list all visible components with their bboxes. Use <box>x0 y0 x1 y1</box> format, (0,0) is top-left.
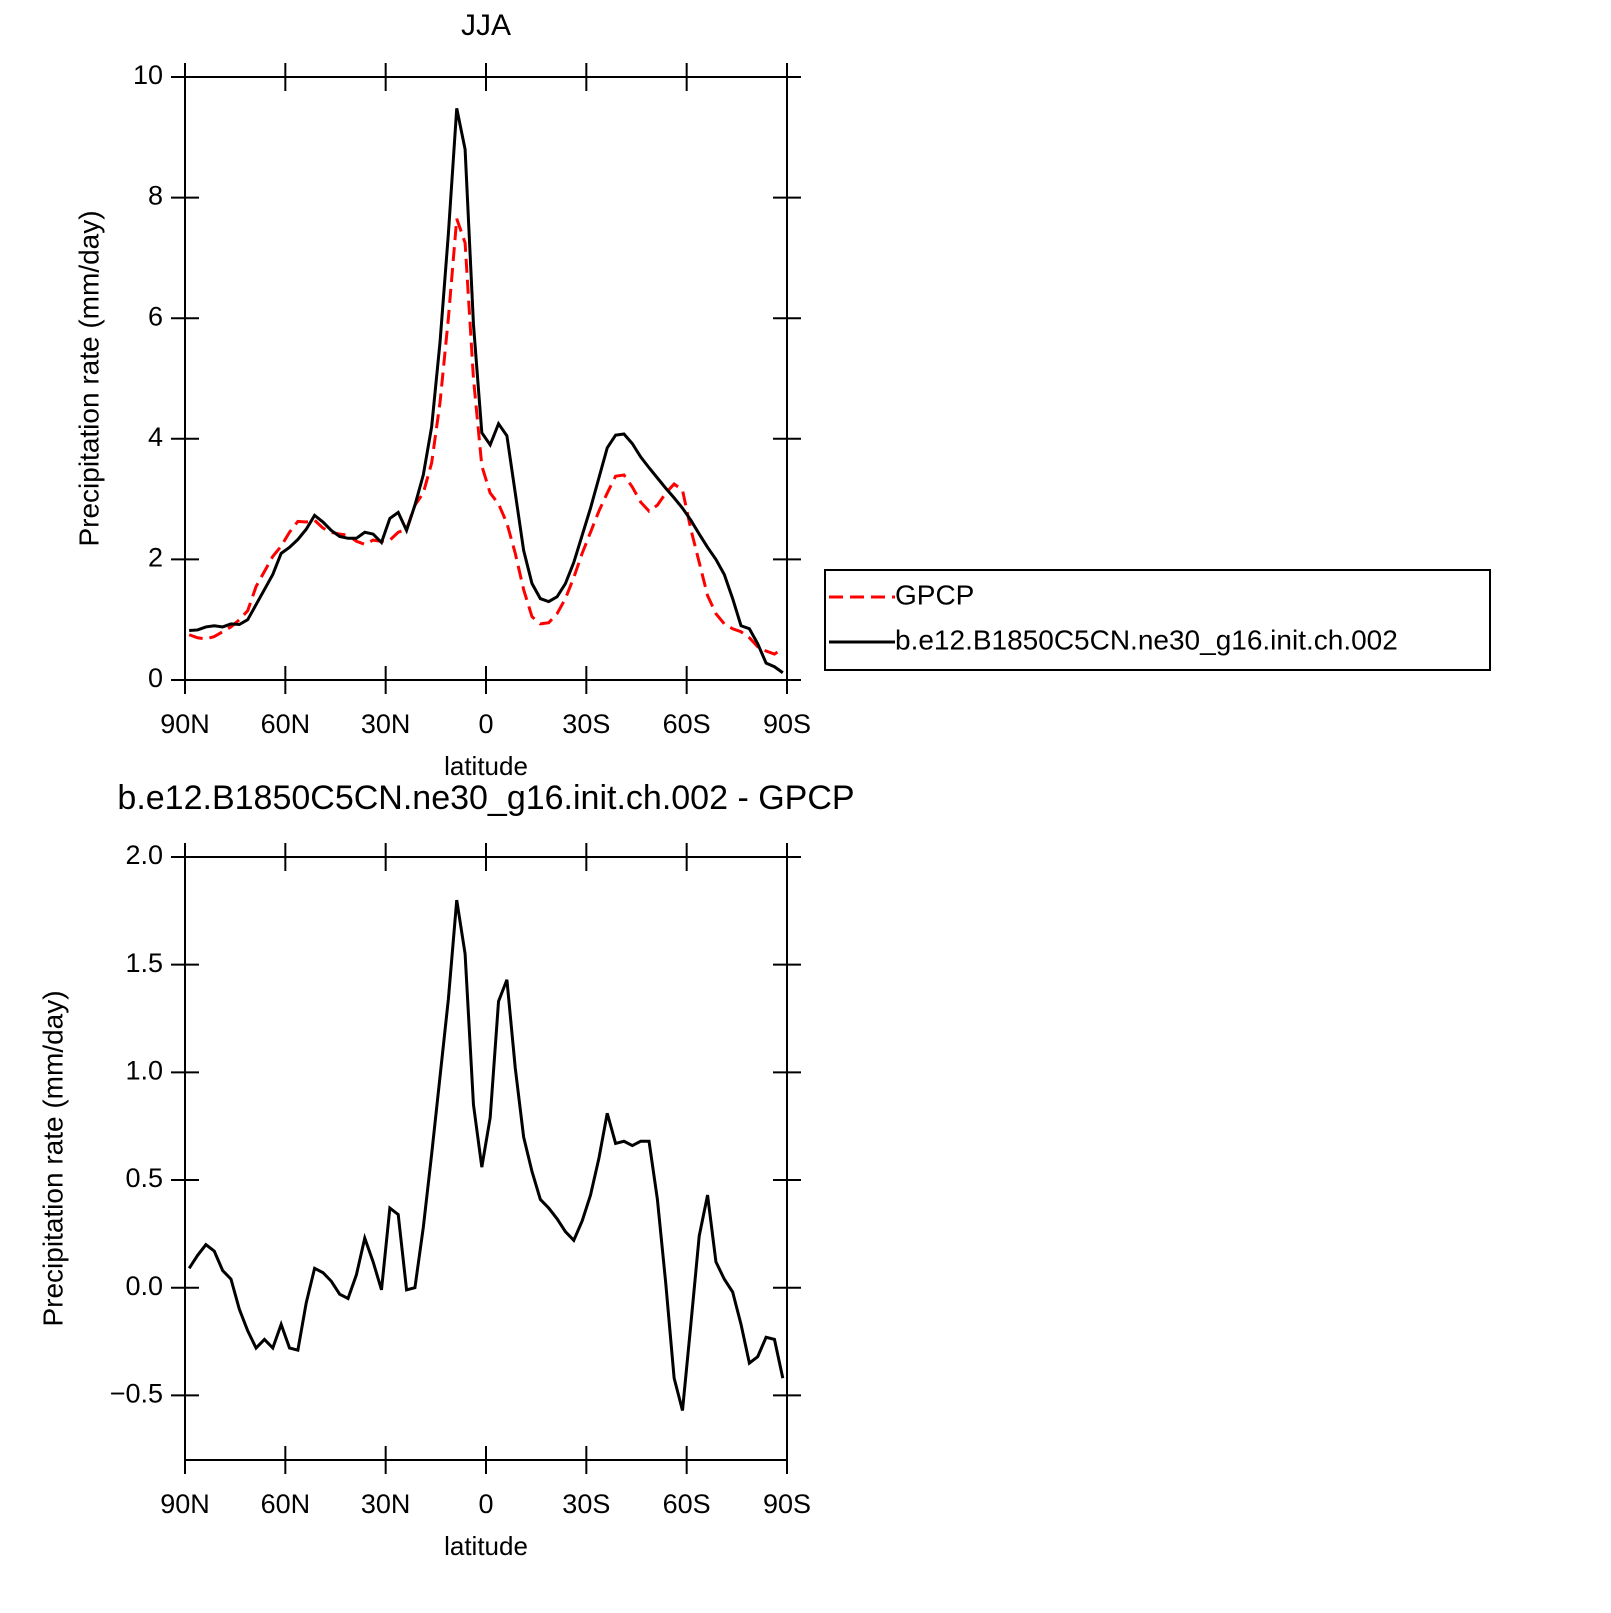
x-tick-label: 0 <box>478 709 493 739</box>
y-axis-label: Precipitation rate (mm/day) <box>37 990 68 1326</box>
x-tick-label: 90S <box>763 1489 811 1519</box>
x-tick-label: 30N <box>361 709 411 739</box>
chart-title: JJA <box>461 9 511 42</box>
y-tick-label: 1.0 <box>125 1055 163 1085</box>
x-tick-label: 30S <box>562 709 610 739</box>
y-tick-label: 0.5 <box>125 1163 163 1193</box>
x-tick-label: 30S <box>562 1489 610 1519</box>
x-tick-label: 60S <box>663 709 711 739</box>
data-line <box>187 899 785 1411</box>
x-axis-label: latitude <box>444 751 528 781</box>
y-axis-label: Precipitation rate (mm/day) <box>73 210 104 546</box>
legend-label: b.e12.B1850C5CN.ne30_g16.init.ch.002 <box>895 624 1398 655</box>
y-tick-label: −0.5 <box>110 1379 163 1409</box>
x-tick-label: 90S <box>763 709 811 739</box>
y-tick-label: 10 <box>133 60 163 90</box>
y-tick-label: 0.0 <box>125 1271 163 1301</box>
x-tick-label: 30N <box>361 1489 411 1519</box>
y-tick-label: 2 <box>148 543 163 573</box>
data-line <box>189 108 784 674</box>
plot-frame <box>184 76 788 681</box>
data-line <box>188 218 784 656</box>
x-axis-label: latitude <box>444 1531 528 1561</box>
y-tick-label: 4 <box>148 422 163 452</box>
y-tick-label: 1.5 <box>125 948 163 978</box>
x-tick-label: 60S <box>663 1489 711 1519</box>
x-tick-label: 90N <box>160 1489 210 1519</box>
legend-box <box>824 569 1491 671</box>
y-tick-label: 6 <box>148 301 163 331</box>
plot-frame <box>184 856 788 1461</box>
y-tick-label: 8 <box>148 181 163 211</box>
x-tick-label: 0 <box>478 1489 493 1519</box>
y-tick-label: 2.0 <box>125 840 163 870</box>
x-tick-label: 90N <box>160 709 210 739</box>
y-tick-label: 0 <box>148 663 163 693</box>
x-tick-label: 60N <box>261 1489 311 1519</box>
legend-label: GPCP <box>895 579 974 610</box>
x-tick-label: 60N <box>261 709 311 739</box>
chart-title: b.e12.B1850C5CN.ne30_g16.init.ch.002 - G… <box>117 779 854 817</box>
